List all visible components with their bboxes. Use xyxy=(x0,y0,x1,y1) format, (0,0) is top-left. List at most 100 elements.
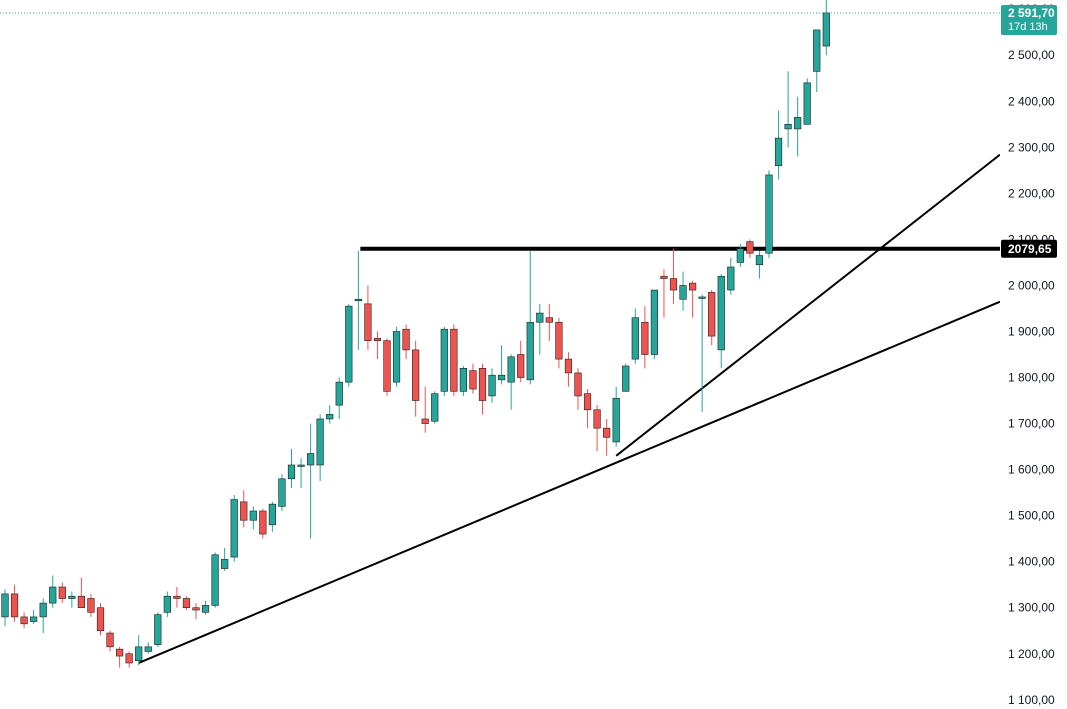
candle xyxy=(469,363,477,394)
candle-body xyxy=(679,285,687,300)
candle-body xyxy=(364,303,372,341)
price-axis[interactable]: 1 100,00 1 200,00 1 300,00 1 400,00 1 500,00… xyxy=(1000,0,1067,709)
candle xyxy=(736,244,744,268)
candles xyxy=(1,0,830,668)
candle xyxy=(727,257,735,295)
candle xyxy=(125,651,133,668)
candle-body xyxy=(650,289,658,355)
candle-body xyxy=(431,393,439,422)
lower-trendline[interactable] xyxy=(138,300,1001,664)
support-price-value: 2079,65 xyxy=(1008,242,1052,256)
candle xyxy=(96,603,105,636)
candle xyxy=(431,391,439,424)
last-price-countdown: 17d 13h xyxy=(1008,21,1048,33)
candle xyxy=(259,508,267,539)
candle-body xyxy=(669,278,678,291)
candle xyxy=(412,340,420,417)
candle xyxy=(106,630,114,652)
candle xyxy=(641,306,649,369)
candle-body xyxy=(30,616,38,622)
candle xyxy=(774,110,783,180)
candle xyxy=(612,386,620,447)
candle xyxy=(488,368,496,403)
candle xyxy=(173,586,181,608)
candle xyxy=(803,78,811,125)
candle-body xyxy=(106,632,114,648)
candle xyxy=(182,596,191,611)
candle-body xyxy=(574,372,582,397)
candle-body xyxy=(717,275,725,351)
candle-body xyxy=(211,554,219,606)
candle-body xyxy=(603,427,611,438)
candle-body xyxy=(736,248,744,263)
candle xyxy=(784,71,792,148)
candle-body xyxy=(708,292,716,337)
candle xyxy=(87,593,95,617)
y-tick-label: 2 400,00 xyxy=(1008,94,1055,108)
candle-body xyxy=(240,501,248,521)
candle-body xyxy=(536,312,544,323)
candle xyxy=(49,575,57,608)
candle xyxy=(278,474,286,512)
candle-body xyxy=(221,559,229,569)
candle-body xyxy=(326,414,334,420)
candle xyxy=(58,582,66,604)
upper-trendline[interactable] xyxy=(615,153,1001,457)
candle-body xyxy=(564,358,573,374)
candle-body xyxy=(612,397,620,443)
candle xyxy=(755,250,764,279)
candle xyxy=(30,610,38,624)
candle-body xyxy=(249,510,257,521)
candle xyxy=(450,324,458,396)
candle-body xyxy=(440,328,448,392)
candle-body xyxy=(354,298,362,302)
candle-body xyxy=(593,409,601,429)
candle xyxy=(631,308,639,364)
trendlines[interactable] xyxy=(138,153,1001,664)
candle-body xyxy=(622,365,630,392)
candle xyxy=(478,363,487,415)
candle-body xyxy=(335,381,343,406)
support-price-tag: 2079,65 xyxy=(1001,239,1057,258)
candle xyxy=(77,577,85,609)
candle xyxy=(717,273,725,369)
candle xyxy=(545,303,553,341)
candle xyxy=(306,423,315,539)
price-axis-background xyxy=(1000,0,1067,709)
candle-body xyxy=(87,598,95,613)
candle-body xyxy=(316,418,324,466)
y-tick-label: 2 000,00 xyxy=(1008,278,1055,292)
candle-body xyxy=(822,12,830,47)
candle-body xyxy=(135,646,143,661)
candle-body xyxy=(469,370,477,390)
candle xyxy=(230,494,238,562)
candle xyxy=(144,642,152,654)
candle xyxy=(287,448,296,489)
candle-body xyxy=(392,331,401,383)
y-tick-label: 1 100,00 xyxy=(1008,693,1055,707)
candle xyxy=(39,598,47,634)
y-tick-label: 1 400,00 xyxy=(1008,555,1055,569)
candle xyxy=(526,250,534,385)
candle xyxy=(650,289,658,360)
candle-body xyxy=(201,605,210,613)
candle-body xyxy=(813,29,821,72)
y-tick-label: 2 500,00 xyxy=(1008,48,1055,62)
candle xyxy=(669,248,678,304)
candle xyxy=(192,603,200,620)
candle xyxy=(402,324,410,360)
candle-body xyxy=(49,586,57,604)
support-price-tag-background xyxy=(1001,239,1057,258)
candle xyxy=(335,377,343,419)
candle-body xyxy=(77,595,85,609)
y-tick-label: 1 500,00 xyxy=(1008,509,1055,523)
candle-body xyxy=(517,354,525,378)
candle xyxy=(297,458,305,489)
candle xyxy=(593,405,601,452)
candle-body xyxy=(545,317,553,323)
candle xyxy=(507,354,515,410)
candle-body xyxy=(58,586,66,599)
candle xyxy=(68,591,76,608)
last-price-tag-background xyxy=(1001,5,1057,36)
